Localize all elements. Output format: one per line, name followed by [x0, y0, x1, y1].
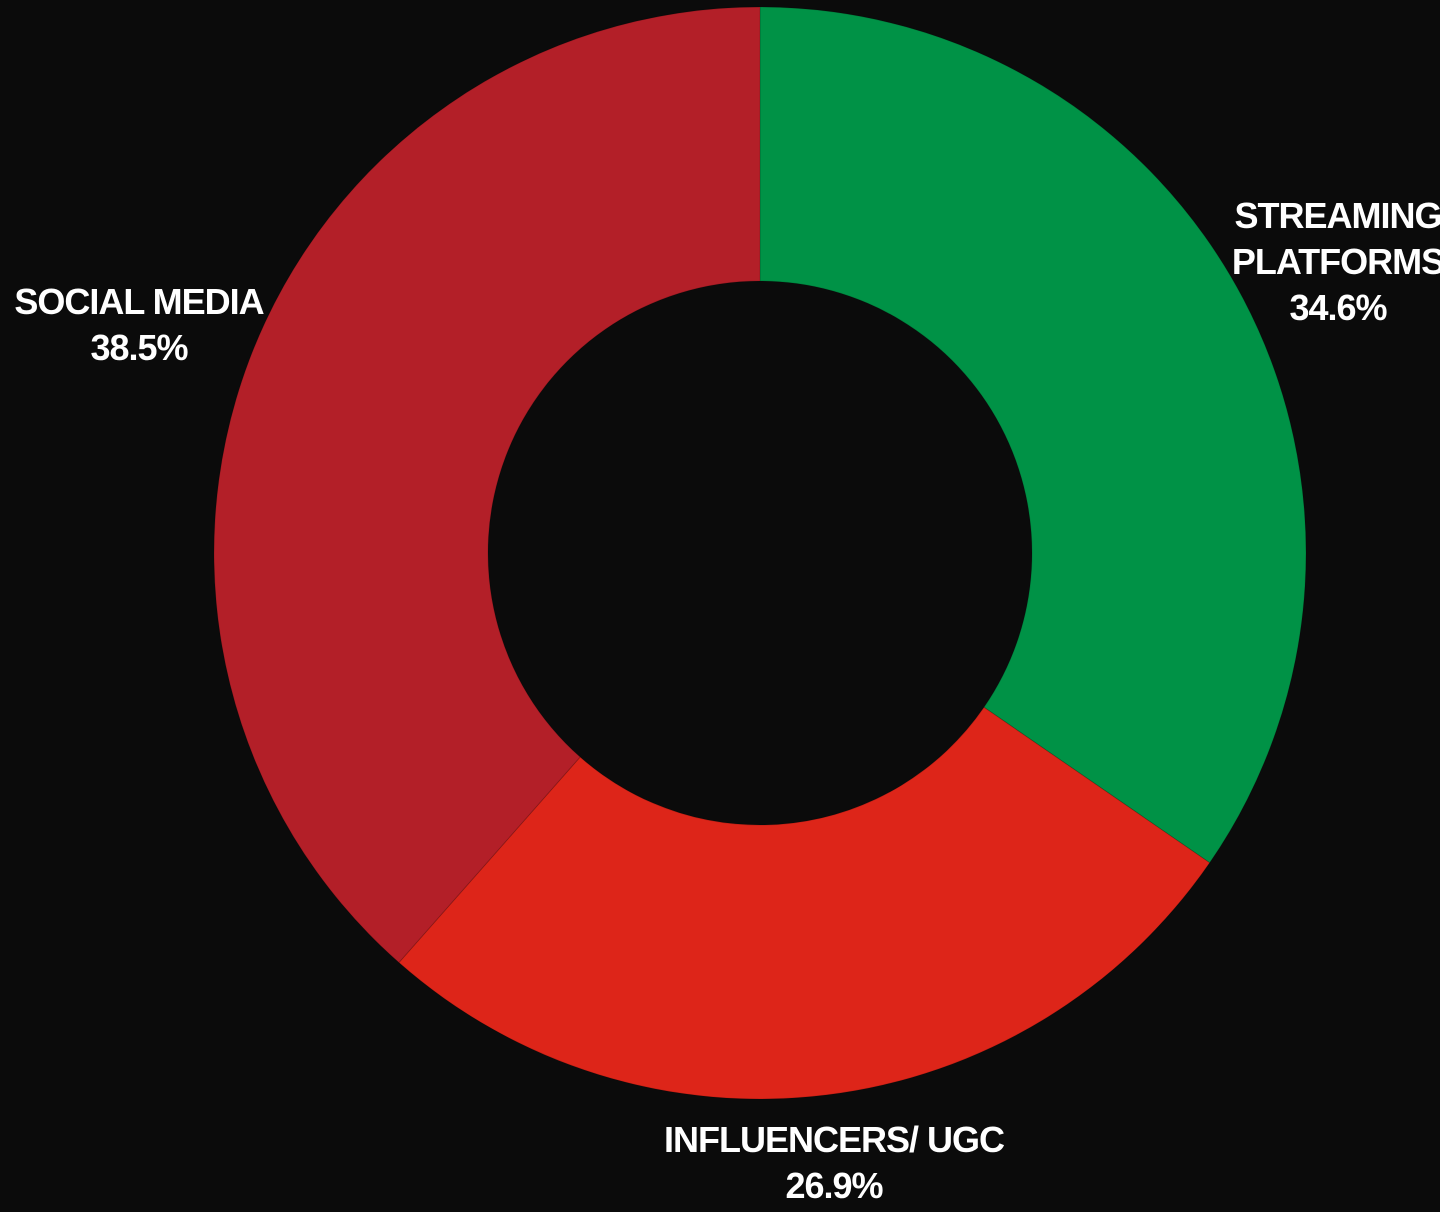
slice-value-label: 38.5%	[90, 327, 188, 368]
slice-influencers-ugc	[398, 706, 1211, 1100]
slices-group	[213, 6, 1307, 1100]
slice-social-media	[213, 6, 761, 964]
slice-category-label: PLATFORMS	[1232, 241, 1440, 282]
slice-streaming-platforms	[759, 6, 1307, 864]
slice-label: STREAMING PLATFORMS 34.6%	[1232, 195, 1440, 328]
slice-value-label: 26.9%	[785, 1165, 883, 1206]
slice-label: SOCIAL MEDIA 38.5%	[14, 281, 264, 368]
slice-category-label: STREAMING	[1235, 195, 1440, 236]
labels-group: STREAMING PLATFORMS 34.6% INFLUENCERS/ UGC 2…	[14, 195, 1440, 1206]
slice-category-label: SOCIAL MEDIA	[14, 281, 264, 322]
slice-label: INFLUENCERS/ UGC 26.9%	[664, 1119, 1005, 1206]
slice-value-label: 34.6%	[1289, 287, 1387, 328]
slice-category-label: INFLUENCERS/ UGC	[664, 1119, 1005, 1160]
